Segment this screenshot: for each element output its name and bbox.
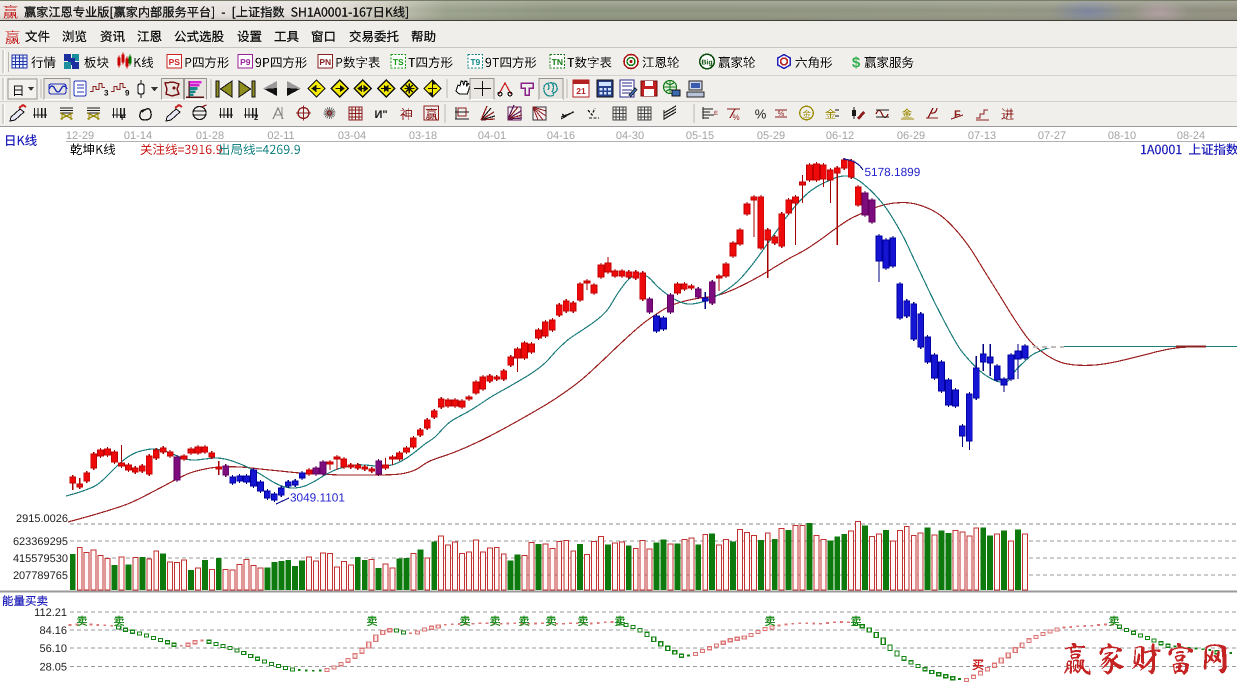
svg-text:TS: TS xyxy=(393,57,404,67)
svg-text:T9: T9 xyxy=(470,57,480,67)
svg-text:04-01: 04-01 xyxy=(478,130,506,142)
svg-text:E: E xyxy=(714,110,718,117)
svg-text:56.10: 56.10 xyxy=(39,643,67,655)
svg-text:01-14: 01-14 xyxy=(124,130,152,142)
svg-text:P9: P9 xyxy=(240,57,251,67)
svg-text:%: % xyxy=(778,109,785,118)
svg-text:12-29: 12-29 xyxy=(66,130,94,142)
svg-text:Big: Big xyxy=(701,59,712,67)
svg-text:%: % xyxy=(732,113,739,122)
svg-text:PN: PN xyxy=(319,57,331,67)
svg-text:07-13: 07-13 xyxy=(968,130,996,142)
svg-text:623369295: 623369295 xyxy=(13,536,68,548)
svg-text:5178.1899: 5178.1899 xyxy=(865,165,921,179)
svg-text:3: 3 xyxy=(104,89,109,98)
svg-text:И": И" xyxy=(374,109,387,121)
svg-text:05-29: 05-29 xyxy=(757,130,785,142)
svg-text:08-10: 08-10 xyxy=(1108,130,1136,142)
svg-text:415579530: 415579530 xyxy=(13,553,68,565)
svg-text:PS: PS xyxy=(169,57,181,67)
svg-text:08-24: 08-24 xyxy=(1177,130,1205,142)
svg-text:06-12: 06-12 xyxy=(826,130,854,142)
svg-text:07-27: 07-27 xyxy=(1038,130,1066,142)
svg-text:2: 2 xyxy=(254,113,258,122)
svg-text:21: 21 xyxy=(576,86,586,96)
svg-text:F: F xyxy=(121,113,126,122)
svg-text:03-18: 03-18 xyxy=(409,130,437,142)
svg-text:9: 9 xyxy=(125,89,130,98)
svg-text:3049.1101: 3049.1101 xyxy=(290,491,345,505)
svg-text:TN: TN xyxy=(552,57,563,67)
svg-text:84.16: 84.16 xyxy=(39,625,67,637)
svg-text:$: $ xyxy=(852,55,861,72)
svg-text:04-16: 04-16 xyxy=(547,130,575,142)
svg-text:03-04: 03-04 xyxy=(338,130,366,142)
svg-text:28.05: 28.05 xyxy=(39,661,67,673)
svg-text:01-28: 01-28 xyxy=(196,130,224,142)
svg-text:06-29: 06-29 xyxy=(897,130,925,142)
svg-text:2915.0026: 2915.0026 xyxy=(16,513,68,525)
svg-text:02-11: 02-11 xyxy=(267,130,294,142)
svg-text:112.21: 112.21 xyxy=(34,607,67,619)
svg-text:%: % xyxy=(755,107,767,122)
svg-text:04-30: 04-30 xyxy=(616,130,644,142)
svg-text:207789765: 207789765 xyxy=(13,570,68,582)
svg-text:05-15: 05-15 xyxy=(686,130,714,142)
svg-text:F: F xyxy=(954,109,961,121)
